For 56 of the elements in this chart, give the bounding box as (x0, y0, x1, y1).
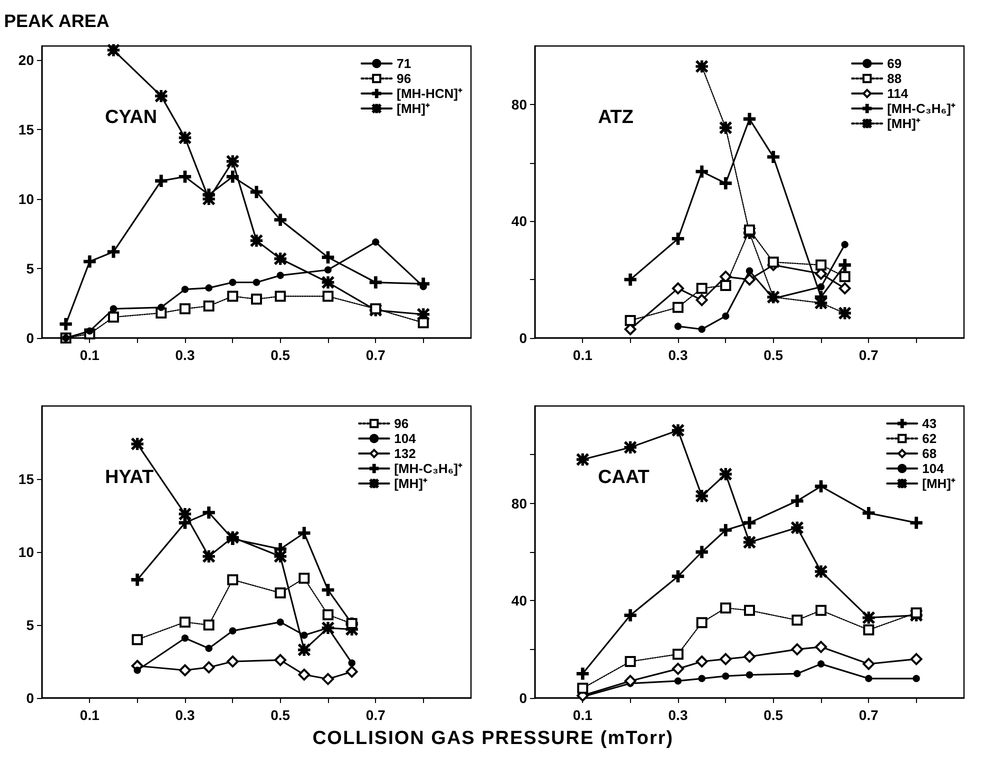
text: CAAT (598, 467, 650, 488)
legend-label: 114 (887, 86, 909, 101)
legend-label: 68 (922, 446, 937, 461)
x-tick-label: 0.5 (270, 707, 290, 723)
y-tick-label: 0 (26, 330, 34, 346)
x-tick-label: 0.5 (764, 707, 784, 723)
legend-label: [MH]⁺ (887, 116, 921, 131)
y-tick-label: 20 (18, 52, 34, 68)
x-tick-label: 0.5 (270, 347, 290, 363)
legend-label: 96 (396, 71, 412, 86)
y-tick-label: 0 (519, 690, 528, 706)
y-tick-label: 5 (26, 617, 34, 633)
text: CYAN (105, 107, 158, 128)
legend-label: [MH]⁺ (396, 101, 431, 116)
x-tick-label: 0.7 (858, 707, 879, 723)
x-tick-label: 0.7 (366, 707, 386, 723)
y-tick-label: 40 (511, 213, 528, 230)
x-tick-label: 0.7 (858, 347, 879, 363)
x-axis-title: COLLISION GAS PRESSURE (mTorr) (311, 728, 675, 750)
legend-label: 96 (394, 416, 409, 431)
legend-label: 71 (396, 56, 412, 71)
y-tick-label: 15 (18, 121, 34, 138)
legend-label: [MH-C₃H₆]⁺ (394, 461, 463, 476)
x-tick-label: 0.1 (572, 347, 593, 363)
legend-label: 43 (922, 416, 937, 431)
x-tick-label: 0.5 (764, 347, 784, 363)
legend-label: [MH]⁺ (394, 476, 428, 491)
x-tick-label: 0.3 (668, 347, 688, 363)
legend-label: [MH-C₃H₆]⁺ (887, 101, 956, 116)
y-tick-label: 0 (519, 330, 528, 346)
y-tick-label: 80 (511, 495, 528, 512)
legend-label: [MH]⁺ (922, 476, 956, 491)
y-axis-title: PEAK AREA (4, 11, 110, 31)
legend-label: 62 (922, 431, 937, 446)
y-tick-label: 5 (26, 260, 34, 276)
x-tick-label: 0.7 (366, 347, 386, 363)
x-tick-label: 0.3 (668, 707, 688, 723)
y-tick-label: 40 (511, 592, 528, 609)
text: HYAT (105, 467, 154, 488)
x-tick-label: 0.3 (175, 347, 195, 363)
y-tick-label: 80 (511, 96, 528, 112)
y-tick-label: 10 (18, 190, 34, 207)
text: ATZ (598, 107, 634, 128)
y-tick-label: 10 (18, 544, 34, 560)
x-tick-label: 0.1 (80, 347, 100, 363)
legend-label: 104 (394, 431, 417, 446)
x-tick-label: 0.1 (572, 707, 593, 723)
y-tick-label: 0 (26, 690, 34, 706)
legend-label: 88 (887, 71, 902, 86)
legend-label: 104 (922, 461, 945, 476)
y-tick-label: 15 (18, 471, 34, 487)
x-tick-label: 0.1 (80, 707, 100, 723)
legend-label: [MH-HCN]⁺ (396, 86, 463, 101)
legend-label: 132 (394, 446, 416, 461)
x-tick-label: 0.3 (175, 707, 195, 723)
legend-label: 69 (887, 56, 902, 71)
